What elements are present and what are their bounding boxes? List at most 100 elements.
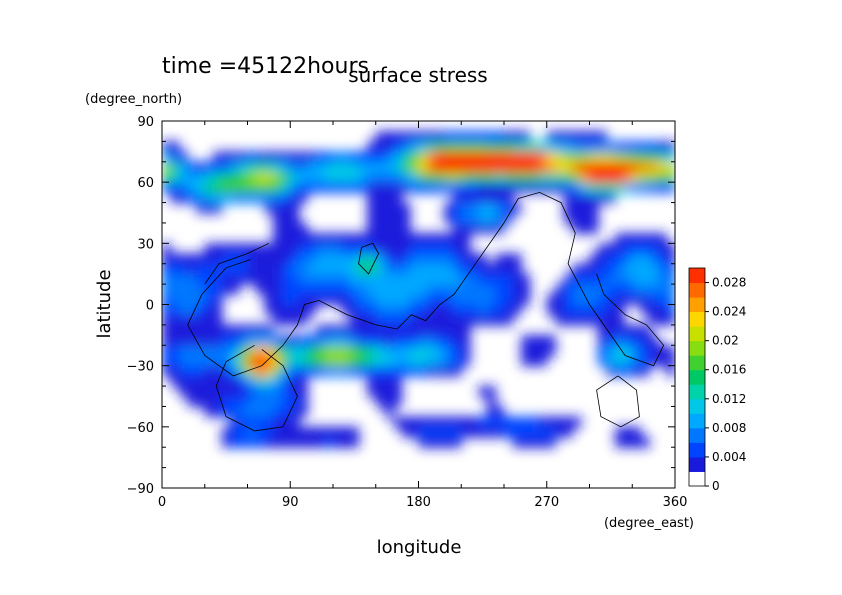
stress-cell: [298, 314, 308, 326]
stress-cell: [572, 182, 582, 193]
stress-cell: [341, 284, 351, 295]
stress-cell: [187, 324, 197, 336]
stress-cell: [486, 416, 497, 428]
stress-cell: [281, 222, 291, 234]
coastline: [187, 191, 665, 377]
stress-cell: [281, 151, 291, 163]
stress-cell: [179, 345, 189, 357]
stress-cell: [307, 273, 317, 285]
stress-cell: [392, 355, 402, 367]
stress-cell: [367, 273, 377, 285]
stress-cell: [341, 304, 351, 316]
stress-cell: [649, 253, 659, 265]
stress-cell: [444, 345, 454, 357]
stress-cell: [521, 426, 531, 438]
stress-cell: [657, 304, 668, 316]
stress-cell: [290, 263, 300, 275]
stress-cell: [409, 314, 420, 326]
stress-cell: [264, 396, 274, 408]
stress-cell: [350, 263, 360, 275]
stress-cell: [657, 284, 668, 295]
stress-cell: [392, 375, 402, 387]
stress-cell: [409, 345, 420, 357]
stress-cell: [162, 263, 172, 275]
stress-cell: [204, 355, 214, 367]
stress-cell: [307, 161, 317, 173]
stress-cell: [580, 222, 591, 234]
stress-cell: [375, 161, 385, 173]
stress-cell: [162, 335, 172, 346]
stress-cell: [238, 253, 249, 265]
stress-cell: [375, 192, 385, 204]
stress-cell: [615, 141, 625, 153]
stress-cell: [384, 222, 394, 234]
stress-cell: [418, 345, 428, 357]
stress-cell: [196, 284, 206, 295]
stress-cell: [563, 171, 573, 183]
stress-cell: [563, 426, 573, 438]
stress-cell: [187, 263, 197, 275]
stress-cell: [640, 161, 650, 173]
stress-cell: [606, 263, 616, 275]
stress-cell: [333, 182, 343, 193]
stress-cell: [538, 151, 548, 163]
stress-cell: [264, 182, 274, 193]
stress-cell: [418, 437, 428, 448]
stress-cell: [204, 243, 214, 255]
stress-cell: [384, 141, 394, 153]
stress-cell: [273, 161, 283, 173]
stress-cell: [580, 273, 591, 285]
stress-cell: [264, 294, 274, 306]
stress-cell: [546, 171, 556, 183]
stress-cell: [623, 335, 633, 346]
stress-cell: [444, 263, 454, 275]
stress-cell: [384, 375, 394, 387]
colorbar: 0 0.004 0.008 0.012 0.016 0.02 0.024 0.028: [688, 267, 746, 493]
stress-cell: [264, 192, 274, 204]
stress-cell: [290, 284, 300, 295]
stress-cell: [162, 253, 172, 265]
stress-cell: [478, 263, 488, 275]
stress-cell: [170, 375, 180, 387]
stress-cell: [427, 355, 437, 367]
stress-cell: [546, 416, 556, 428]
stress-cell: [640, 355, 650, 367]
stress-cell: [179, 182, 189, 193]
stress-cell: [657, 314, 668, 326]
stress-cell: [444, 253, 454, 265]
stress-cell: [298, 426, 308, 438]
stress-cell: [589, 253, 599, 265]
stress-cell: [657, 273, 668, 285]
stress-cell: [632, 151, 642, 163]
stress-cell: [196, 263, 206, 275]
stress-cell: [427, 284, 437, 295]
stress-cell: [435, 263, 445, 275]
stress-cell: [615, 161, 625, 173]
stress-cell: [392, 365, 402, 377]
stress-cell: [273, 426, 283, 438]
stress-cell: [281, 416, 291, 428]
colorbar-tick-label: 0.004: [712, 450, 746, 464]
x-axis-label: longitude: [377, 537, 462, 558]
stress-cell: [298, 243, 308, 255]
stress-cell: [392, 314, 402, 326]
stress-cell: [273, 355, 283, 367]
stress-cell: [367, 202, 377, 214]
stress-cell: [563, 304, 573, 316]
stress-cell: [230, 416, 240, 428]
stress-cell: [290, 192, 300, 204]
stress-cell: [469, 426, 479, 438]
stress-cell: [572, 314, 582, 326]
stress-cell: [572, 131, 582, 142]
stress-cell: [598, 243, 608, 255]
stress-cell: [170, 141, 180, 153]
stress-cell: [204, 386, 214, 397]
stress-cell: [478, 426, 488, 438]
stress-cell: [162, 161, 172, 173]
stress-cell: [333, 171, 343, 183]
stress-cell: [256, 263, 266, 275]
stress-cell: [401, 335, 411, 346]
stress-cell: [281, 212, 291, 224]
stress-cell: [444, 131, 454, 142]
stress-cell: [298, 406, 308, 418]
